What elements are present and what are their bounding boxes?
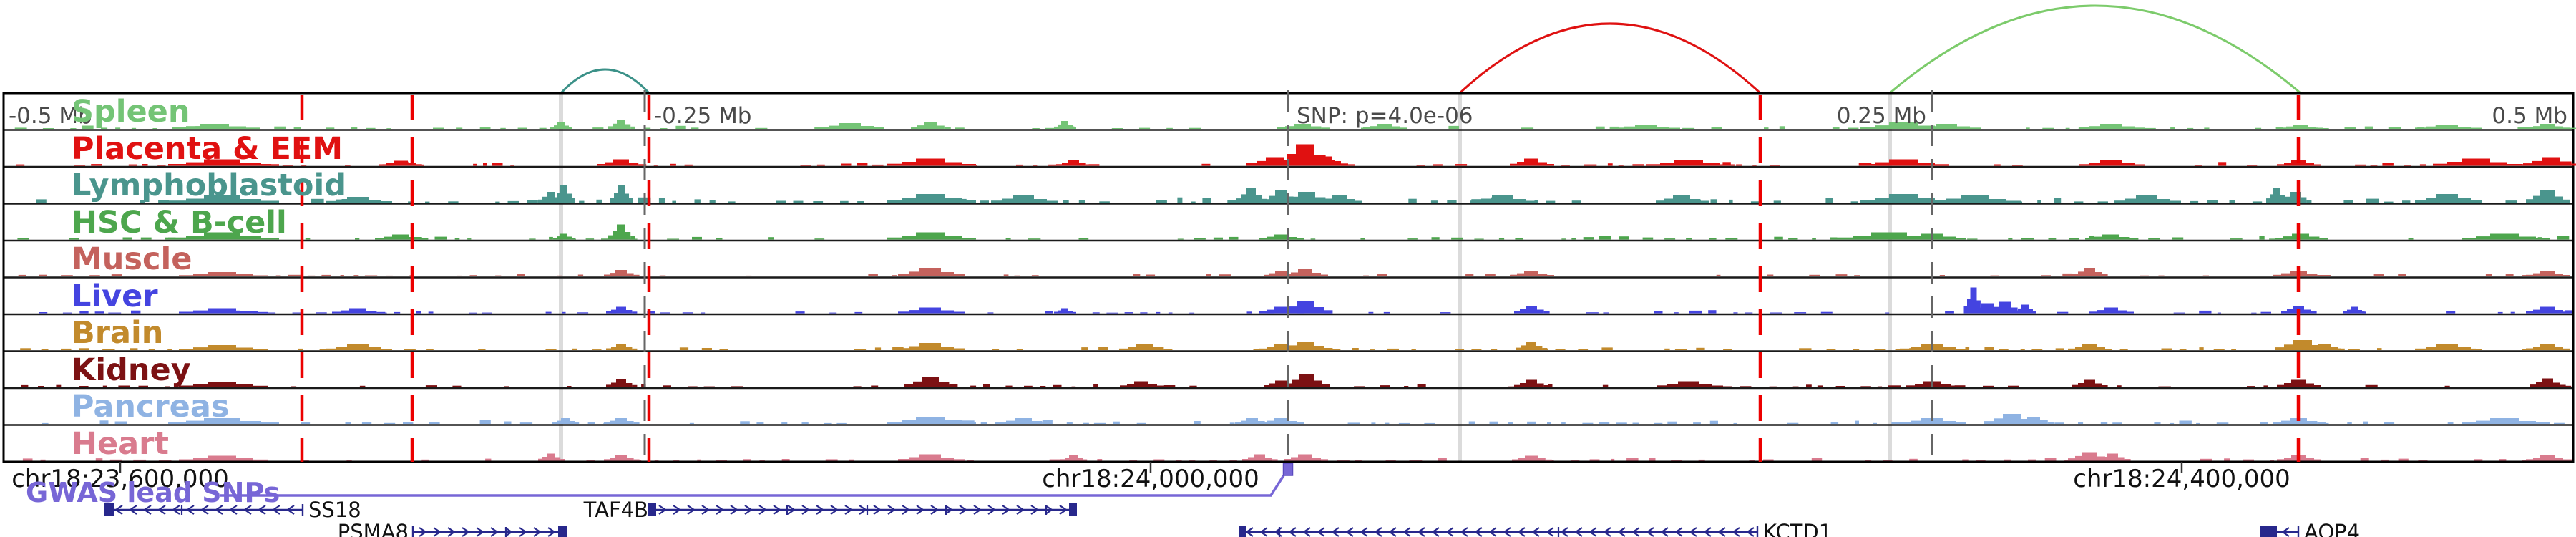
ruler-label-snp-pvalue: SNP: p=4.0e-06 [1297, 103, 1473, 129]
track-label-lymphoblastoid: Lymphoblastoid [72, 168, 346, 203]
gene-label-aqp4: AQP4 [2304, 520, 2361, 537]
signal-tracks [14, 120, 2576, 461]
gene-model-kctd1 [1239, 526, 1759, 537]
track-label-brain: Brain [72, 315, 164, 351]
gene-model-psma8 [411, 526, 567, 537]
track-label-pancreas: Pancreas [72, 389, 230, 425]
ruler-label-plus-0-5mb: 0.5 Mb [2492, 103, 2567, 129]
loop-lymphoblastoid [560, 68, 650, 95]
signal-track-heart [22, 452, 2572, 461]
signal-track-brain [20, 340, 2570, 351]
signal-track-kidney [21, 374, 2572, 387]
gene-model-taf4b [648, 503, 1077, 516]
position-tick-lines [643, 90, 1933, 462]
signal-track-pancreas [42, 414, 2565, 424]
track-label-kidney: Kidney [72, 352, 191, 388]
ruler-label-minus-0-25mb: -0.25 Mb [654, 103, 752, 129]
loop-spleen [1889, 4, 2301, 95]
gene-label-kctd1: KCTD1 [1763, 520, 1833, 537]
track-label-spleen: Spleen [72, 94, 190, 130]
gene-models [104, 503, 2300, 537]
track-label-placenta-eem: Placenta & EEM [72, 130, 343, 167]
track-label-hsc-bcell: HSC & B-cell [72, 204, 287, 241]
track-label-heart: Heart [72, 425, 169, 462]
loop-placenta [1458, 22, 1762, 95]
gene-model-aqp4 [2260, 526, 2300, 537]
gwas-snp-marker [1282, 463, 1294, 476]
gene-label-ss18: SS18 [308, 498, 361, 522]
signal-track-hsc-b-cell [17, 224, 2570, 240]
gwas-lead-snps-track [220, 463, 1294, 497]
coordinate-label-23600000: chr18:23,600,000 [11, 465, 229, 493]
signal-track-lymphoblastoid [36, 185, 2570, 203]
interaction-arcs [560, 4, 2301, 95]
red-highlight-lines [300, 95, 2301, 462]
gwas-lead-snps-label: GWAS lead SNPs [26, 477, 280, 508]
ruler-label-minus-0-5mb: -0.5 Mb [9, 103, 92, 129]
signal-track-placenta-eem [16, 144, 2576, 166]
gene-label-taf4b: TAF4B [583, 498, 648, 522]
gene-label-psma8: PSMA8 [337, 520, 409, 537]
coordinate-label-24000000: chr18:24,000,000 [1042, 465, 1259, 493]
ruler-label-plus-0-25mb: 0.25 Mb [1836, 103, 1926, 129]
coordinate-label-24400000: chr18:24,400,000 [2073, 465, 2290, 493]
signal-track-liver [39, 287, 2572, 314]
track-label-liver: Liver [72, 278, 158, 314]
gene-model-ss18 [104, 503, 304, 516]
signal-track-spleen [14, 120, 2576, 130]
track-label-muscle: Muscle [72, 241, 192, 277]
signal-track-muscle [18, 268, 2570, 277]
coordinate-ticks [119, 462, 2183, 473]
